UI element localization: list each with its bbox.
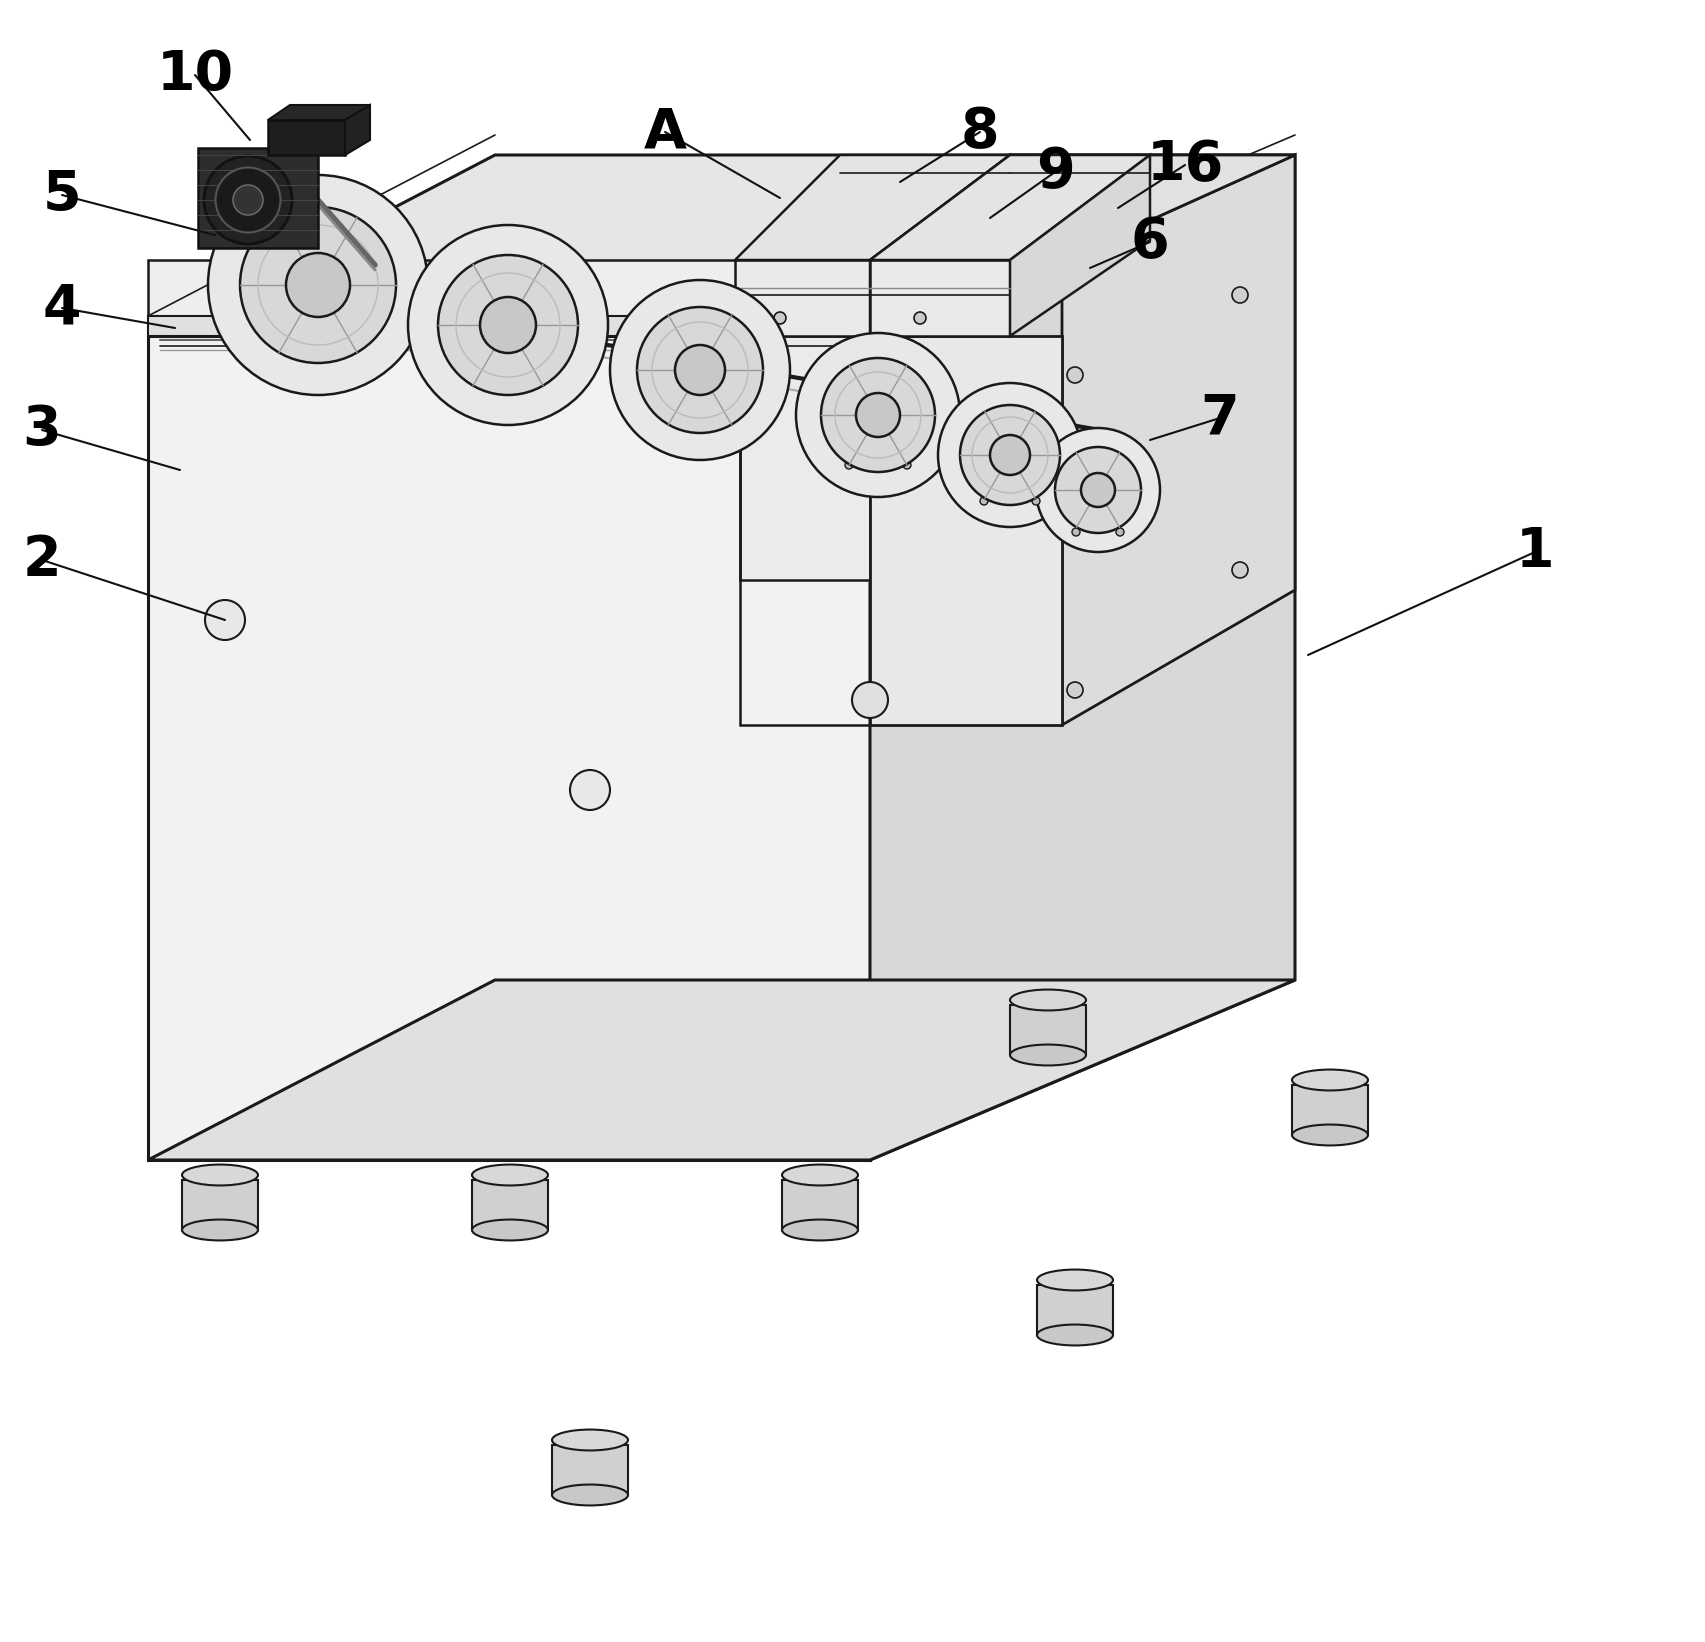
Polygon shape	[870, 154, 1296, 259]
Ellipse shape	[552, 1484, 627, 1506]
Ellipse shape	[1292, 1069, 1367, 1090]
Polygon shape	[148, 259, 870, 337]
Circle shape	[991, 435, 1030, 475]
Text: 16: 16	[1146, 138, 1224, 192]
Ellipse shape	[205, 156, 292, 245]
Ellipse shape	[1009, 1044, 1086, 1066]
Polygon shape	[472, 1181, 547, 1230]
Polygon shape	[870, 337, 1062, 726]
Ellipse shape	[234, 186, 263, 215]
Polygon shape	[870, 154, 1149, 259]
Ellipse shape	[1292, 1125, 1367, 1146]
Circle shape	[904, 461, 910, 470]
Text: 5: 5	[43, 167, 82, 222]
Polygon shape	[268, 105, 370, 120]
Circle shape	[610, 281, 789, 460]
Circle shape	[569, 770, 610, 810]
Ellipse shape	[783, 1220, 858, 1240]
Circle shape	[675, 345, 725, 396]
Polygon shape	[841, 450, 916, 475]
Circle shape	[1072, 529, 1079, 535]
Polygon shape	[1067, 517, 1129, 542]
Circle shape	[852, 681, 888, 718]
Text: 10: 10	[157, 48, 234, 102]
Polygon shape	[1009, 154, 1149, 337]
Circle shape	[1032, 498, 1040, 506]
Ellipse shape	[215, 167, 281, 233]
Circle shape	[960, 406, 1061, 506]
Circle shape	[1233, 287, 1248, 304]
Ellipse shape	[472, 1220, 547, 1240]
Text: 4: 4	[43, 281, 82, 335]
Circle shape	[407, 225, 609, 425]
Polygon shape	[783, 1181, 858, 1230]
Circle shape	[438, 255, 578, 396]
Circle shape	[980, 498, 987, 506]
Polygon shape	[870, 259, 1009, 337]
Circle shape	[1081, 473, 1115, 507]
Circle shape	[1067, 681, 1083, 698]
Circle shape	[1055, 447, 1141, 534]
Ellipse shape	[552, 1430, 627, 1450]
Circle shape	[1037, 429, 1159, 552]
Ellipse shape	[1037, 1269, 1113, 1291]
Polygon shape	[1067, 458, 1083, 517]
Circle shape	[286, 253, 350, 317]
Circle shape	[240, 207, 396, 363]
Ellipse shape	[182, 1164, 257, 1186]
Circle shape	[1067, 368, 1083, 383]
Text: 3: 3	[22, 402, 61, 456]
Circle shape	[205, 599, 246, 640]
Polygon shape	[975, 419, 991, 486]
Polygon shape	[735, 259, 870, 337]
Polygon shape	[870, 154, 1296, 1159]
Text: A: A	[643, 105, 687, 159]
Circle shape	[822, 358, 934, 471]
Polygon shape	[975, 486, 1043, 511]
Ellipse shape	[1009, 990, 1086, 1010]
Polygon shape	[268, 120, 344, 154]
Polygon shape	[1009, 1005, 1086, 1056]
Polygon shape	[900, 374, 916, 450]
Circle shape	[914, 312, 926, 323]
Ellipse shape	[1037, 1325, 1113, 1345]
Polygon shape	[148, 980, 1296, 1159]
Text: 7: 7	[1200, 391, 1240, 445]
Circle shape	[856, 392, 900, 437]
Text: 6: 6	[1130, 215, 1170, 269]
Text: 2: 2	[22, 534, 61, 586]
Text: 9: 9	[1035, 144, 1074, 199]
Polygon shape	[148, 315, 870, 337]
Polygon shape	[1037, 1286, 1113, 1335]
Circle shape	[1117, 529, 1124, 535]
Polygon shape	[735, 154, 1009, 259]
Circle shape	[774, 312, 786, 323]
Polygon shape	[1062, 154, 1296, 726]
Circle shape	[938, 383, 1083, 527]
Circle shape	[1233, 562, 1248, 578]
Polygon shape	[148, 154, 1296, 337]
Polygon shape	[344, 105, 370, 154]
Polygon shape	[1030, 419, 1043, 486]
Polygon shape	[740, 337, 870, 580]
Polygon shape	[198, 148, 319, 248]
Polygon shape	[740, 154, 1296, 259]
Ellipse shape	[472, 1164, 547, 1186]
Ellipse shape	[783, 1164, 858, 1186]
Text: 1: 1	[1516, 525, 1555, 580]
Circle shape	[481, 297, 535, 353]
Text: 8: 8	[960, 105, 999, 159]
Polygon shape	[870, 154, 1009, 337]
Circle shape	[638, 307, 764, 433]
Polygon shape	[841, 374, 856, 450]
Polygon shape	[552, 1445, 627, 1494]
Polygon shape	[1292, 1085, 1367, 1135]
Polygon shape	[148, 337, 870, 1159]
Polygon shape	[1113, 458, 1129, 517]
Circle shape	[846, 461, 852, 470]
Circle shape	[796, 333, 960, 498]
Circle shape	[208, 176, 428, 396]
Polygon shape	[182, 1181, 257, 1230]
Ellipse shape	[182, 1220, 257, 1240]
